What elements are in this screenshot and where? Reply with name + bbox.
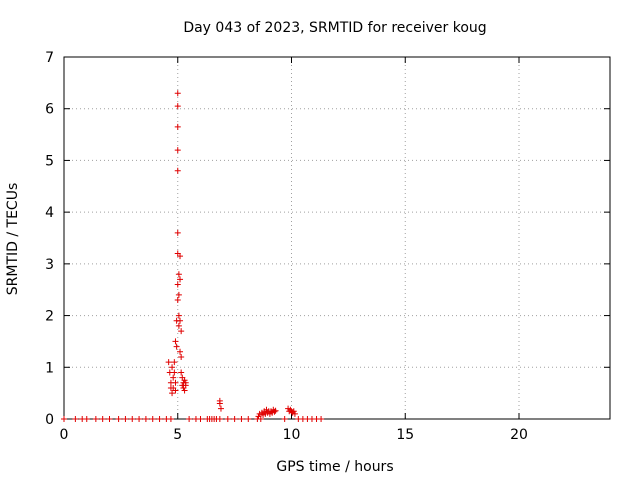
grid	[64, 57, 610, 419]
data-point	[231, 416, 238, 422]
x-axis: 0 5 10 15 20	[60, 57, 528, 443]
data-points	[61, 90, 325, 422]
data-point	[171, 369, 178, 376]
x-axis-label: GPS time / hours	[276, 459, 393, 475]
data-point	[165, 359, 172, 366]
x-tick-label: 10	[283, 427, 301, 443]
data-point	[169, 364, 176, 371]
data-point	[174, 123, 181, 130]
y-tick-label: 2	[45, 309, 54, 325]
data-point	[257, 416, 264, 422]
data-point	[122, 416, 129, 422]
y-axis: 0 1 2 3 4 5 6 7	[45, 50, 610, 428]
data-point	[169, 390, 176, 397]
data-point	[142, 416, 149, 422]
data-point	[173, 343, 180, 350]
data-point	[83, 416, 90, 422]
data-point	[181, 387, 188, 394]
data-point	[174, 147, 181, 154]
data-point	[172, 338, 179, 345]
y-tick-label: 4	[45, 205, 54, 221]
data-point	[156, 416, 163, 422]
data-point	[216, 416, 223, 422]
y-tick-label: 7	[45, 50, 54, 66]
data-point	[272, 407, 279, 414]
chart-title: Day 043 of 2023, SRMTID for receiver kou…	[183, 20, 486, 36]
data-point	[115, 416, 122, 422]
data-point	[171, 359, 178, 366]
data-point	[170, 374, 177, 381]
data-point	[106, 416, 113, 422]
y-tick-label: 0	[45, 412, 54, 428]
data-point	[174, 229, 181, 236]
x-tick-label: 20	[510, 427, 528, 443]
y-tick-label: 5	[45, 153, 54, 169]
data-point	[178, 328, 185, 335]
data-point	[216, 400, 223, 407]
data-point	[175, 322, 182, 329]
data-point	[178, 353, 185, 360]
data-point	[172, 379, 179, 386]
y-tick-label: 1	[45, 360, 54, 376]
data-point	[245, 416, 252, 422]
data-point	[167, 416, 174, 422]
plot-frame	[63, 56, 611, 420]
data-point	[177, 348, 184, 355]
data-point	[175, 271, 182, 278]
data-point	[61, 416, 67, 422]
data-point	[172, 387, 179, 394]
data-point	[238, 416, 245, 422]
data-point	[174, 90, 181, 97]
data-point	[197, 416, 204, 422]
data-point	[175, 291, 182, 298]
data-point	[178, 369, 185, 376]
data-point	[181, 377, 188, 384]
data-point	[177, 317, 184, 324]
data-point	[177, 276, 184, 283]
data-point	[175, 312, 182, 319]
data-point	[318, 416, 325, 422]
y-tick-label: 6	[45, 102, 54, 118]
data-point	[174, 167, 181, 174]
data-point	[92, 416, 99, 422]
x-tick-label: 0	[60, 427, 69, 443]
data-point	[174, 103, 181, 110]
x-tick-label: 5	[173, 427, 182, 443]
data-point	[174, 281, 181, 288]
data-point	[72, 416, 79, 422]
data-point	[224, 416, 231, 422]
data-point	[182, 379, 189, 386]
data-point	[136, 416, 143, 422]
data-point	[129, 416, 136, 422]
data-point	[149, 416, 156, 422]
data-point	[217, 405, 224, 412]
data-point	[291, 410, 298, 417]
y-tick-label: 3	[45, 257, 54, 273]
data-point	[271, 408, 278, 415]
data-point	[99, 416, 106, 422]
data-point	[174, 297, 181, 304]
y-axis-label: SRMTID / TECUs	[5, 183, 21, 296]
data-point	[281, 416, 288, 422]
data-point	[186, 416, 193, 422]
data-point	[290, 408, 297, 415]
x-tick-label: 15	[396, 427, 414, 443]
data-point	[177, 253, 184, 260]
